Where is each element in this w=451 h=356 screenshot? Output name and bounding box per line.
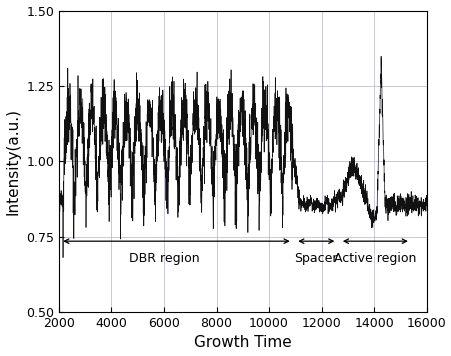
X-axis label: Growth Time: Growth Time: [193, 335, 291, 350]
Text: DBR region: DBR region: [129, 252, 199, 265]
Text: Spacer: Spacer: [294, 252, 337, 265]
Y-axis label: Intensity(a.u.): Intensity(a.u.): [5, 108, 20, 215]
Text: Active region: Active region: [333, 252, 416, 265]
